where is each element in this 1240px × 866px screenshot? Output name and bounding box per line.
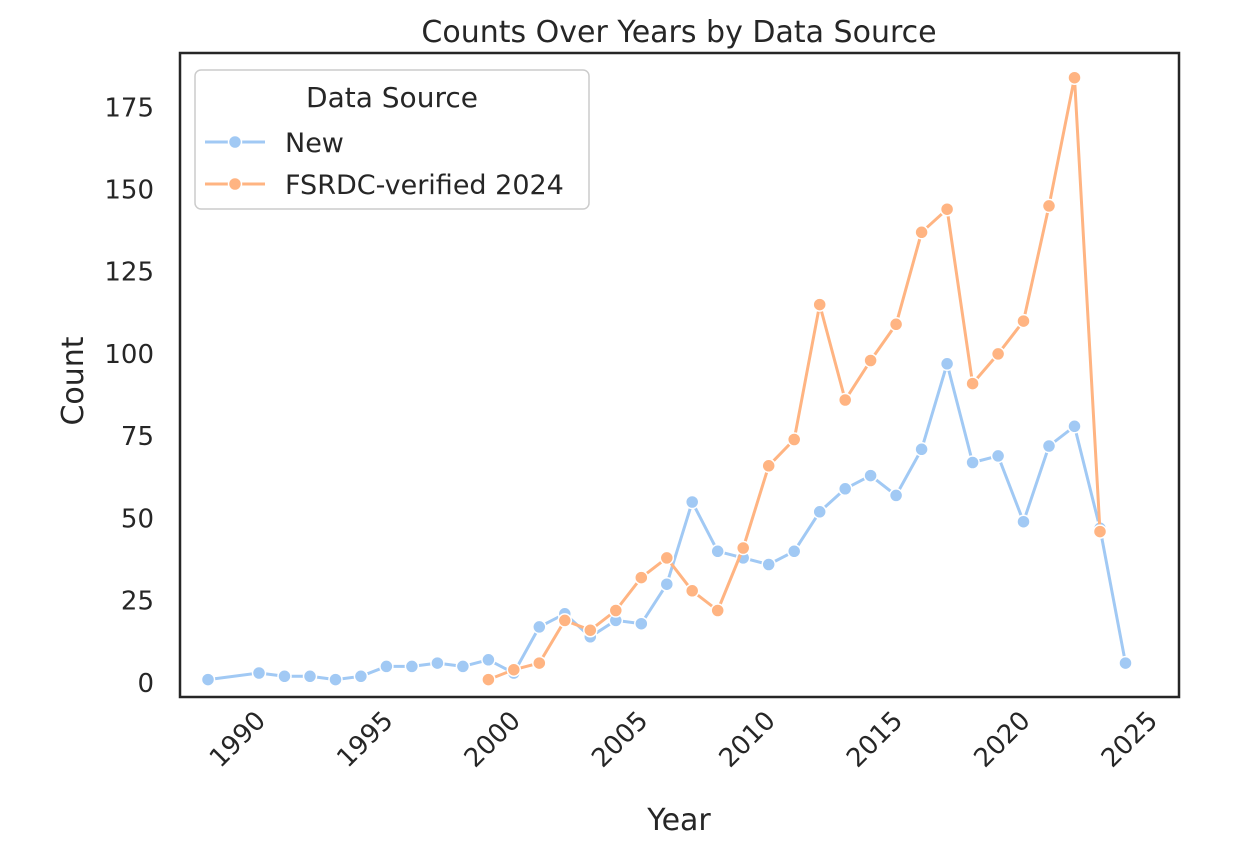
data-point [914, 442, 929, 457]
data-point [200, 672, 216, 687]
data-point [812, 297, 827, 312]
y-tick-label: 150 [104, 175, 154, 205]
data-point [659, 550, 675, 566]
data-point [481, 652, 496, 668]
legend-new-label: New [285, 128, 344, 159]
y-axis-label: Count [56, 336, 91, 425]
data-point [506, 662, 522, 677]
data-point [1041, 438, 1057, 454]
data-point [990, 448, 1006, 464]
data-point [430, 655, 445, 671]
data-point [557, 613, 573, 628]
data-point [302, 669, 318, 684]
data-point [990, 346, 1006, 362]
data-point [684, 583, 700, 599]
data-point [939, 356, 955, 372]
data-point [328, 672, 343, 687]
data-point [786, 544, 802, 559]
data-point [888, 488, 904, 503]
data-point [1067, 419, 1082, 434]
data-point [761, 458, 776, 474]
data-point [583, 622, 598, 638]
legend-fsrdc-marker [227, 176, 243, 192]
y-tick-label: 25 [121, 587, 154, 617]
y-tick-label: 0 [137, 669, 154, 699]
y-tick-label: 125 [104, 258, 154, 288]
x-tick-label: 1990 [204, 706, 272, 774]
y-tick-label: 175 [104, 93, 154, 123]
data-point [888, 317, 904, 332]
x-tick-label: 2015 [841, 706, 909, 774]
x-tick-label: 2000 [459, 706, 527, 774]
data-point [659, 576, 675, 592]
data-point [1041, 198, 1057, 214]
series-layer [200, 70, 1133, 687]
data-point [735, 540, 751, 556]
y-tick-label: 100 [104, 340, 154, 370]
data-point [532, 619, 547, 635]
series-fsrdc-verified-2024 [481, 70, 1108, 687]
legend-fsrdc-label: FSRDC-verified 2024 [285, 170, 564, 201]
data-point [965, 376, 980, 391]
plot-frame [178, 51, 1181, 699]
data-point [1118, 655, 1133, 671]
data-point [251, 665, 267, 681]
data-point [532, 655, 547, 671]
y-axis: 0 25 50 75 100 125 150 175 [104, 93, 154, 699]
data-point [1067, 70, 1082, 85]
data-point [812, 504, 827, 520]
data-point [863, 353, 878, 368]
data-point [761, 557, 776, 572]
data-point [914, 225, 929, 240]
data-point [710, 544, 725, 559]
legend-title: Data Source [306, 81, 478, 114]
x-tick-label: 1995 [331, 706, 399, 774]
data-point [837, 392, 853, 408]
data-point [965, 455, 980, 470]
data-point [837, 481, 853, 497]
x-tick-label: 2005 [586, 706, 654, 774]
data-point [684, 494, 700, 510]
x-axis: 1990 1995 2000 2005 2010 2015 2020 2025 [204, 706, 1164, 774]
data-point [1016, 514, 1031, 529]
x-tick-label: 2010 [714, 706, 782, 774]
data-point [634, 616, 649, 631]
legend-new-marker [227, 134, 243, 150]
data-point [939, 201, 955, 217]
data-point [353, 669, 369, 684]
y-tick-label: 50 [121, 504, 154, 534]
x-tick-label: 2020 [968, 706, 1036, 774]
data-point [404, 659, 420, 674]
x-axis-label: Year [646, 803, 711, 838]
x-tick-label: 2025 [1096, 706, 1164, 774]
data-point [863, 468, 878, 483]
data-point [786, 432, 802, 447]
data-point [455, 659, 471, 674]
data-point [379, 659, 394, 674]
chart-title: Counts Over Years by Data Source [421, 15, 936, 50]
data-point [277, 669, 292, 684]
data-point [1092, 524, 1108, 539]
data-point [481, 672, 496, 687]
y-tick-label: 75 [121, 422, 154, 452]
legend-box [194, 69, 590, 210]
legend: Data Source New FSRDC-verified 2024 [194, 69, 590, 210]
data-point [634, 570, 649, 585]
data-point [710, 603, 725, 618]
data-point [608, 603, 624, 618]
data-point [1016, 313, 1031, 329]
